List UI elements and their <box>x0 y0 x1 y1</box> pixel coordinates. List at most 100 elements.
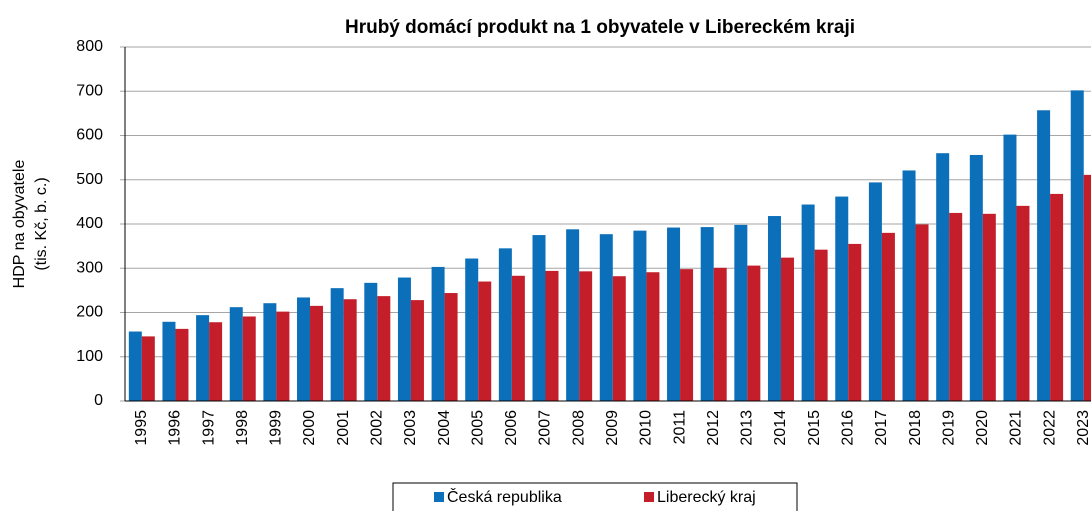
bar <box>612 276 626 401</box>
bar <box>242 316 256 401</box>
y-tick-label: 100 <box>76 348 103 365</box>
bar <box>747 265 761 401</box>
y-tick-label: 0 <box>94 392 103 409</box>
x-tick-label: 2011 <box>671 410 688 445</box>
bar <box>1083 174 1091 401</box>
legend-box <box>392 482 798 511</box>
x-tick-label: 2021 <box>1008 410 1025 446</box>
bar <box>881 232 895 401</box>
bar <box>465 258 479 401</box>
bar <box>377 296 391 401</box>
chart-title: Hrubý domácí produkt na 1 obyvatele v Li… <box>345 17 855 38</box>
bar <box>814 249 828 401</box>
bar <box>410 300 424 401</box>
bar <box>1003 134 1017 402</box>
x-tick-label: 1999 <box>268 410 285 446</box>
bar <box>364 282 378 401</box>
y-tick-label: 500 <box>76 171 103 188</box>
bar <box>848 243 862 401</box>
bar <box>511 275 525 401</box>
bar <box>969 154 983 401</box>
x-tick-label: 2022 <box>1041 410 1058 446</box>
bar <box>343 299 357 401</box>
y-axis-label: (tis. Kč, b. c.) <box>33 177 50 270</box>
bar <box>141 336 155 401</box>
bar <box>397 277 411 401</box>
bar <box>713 267 727 401</box>
y-tick-label: 400 <box>76 215 103 232</box>
bar <box>498 248 512 401</box>
y-tick-label: 800 <box>76 38 103 55</box>
bar <box>835 196 849 401</box>
bar <box>566 229 580 401</box>
x-tick-label: 2023 <box>1075 410 1091 446</box>
x-tick-label: 1995 <box>133 410 150 446</box>
bar <box>667 227 681 401</box>
bar <box>276 311 290 401</box>
bar <box>209 322 223 401</box>
x-tick-label: 2005 <box>469 410 486 446</box>
bar <box>196 315 210 401</box>
x-tick-label: 2012 <box>705 410 722 446</box>
x-tick-label: 2013 <box>739 410 756 446</box>
legend-label: Česká republika <box>447 487 562 506</box>
bar <box>1016 205 1030 401</box>
x-tick-label: 2002 <box>369 410 386 446</box>
bar <box>162 321 176 401</box>
bar <box>1050 193 1064 401</box>
x-tick-label: 1996 <box>167 410 184 446</box>
x-tick-label: 2008 <box>570 410 587 446</box>
x-tick-label: 2001 <box>335 410 352 446</box>
x-tick-label: 2016 <box>839 410 856 446</box>
bar <box>646 272 660 401</box>
x-tick-label: 2004 <box>436 410 453 446</box>
x-tick-label: 2006 <box>503 410 520 446</box>
y-tick-label: 300 <box>76 259 103 276</box>
bar <box>532 235 546 401</box>
x-tick-label: 2015 <box>806 410 823 446</box>
bar <box>229 307 243 401</box>
bar <box>599 234 613 401</box>
bar <box>444 293 458 401</box>
bar <box>801 204 815 401</box>
bar <box>767 216 781 401</box>
bar <box>780 257 794 401</box>
x-tick-label: 2009 <box>604 410 621 446</box>
y-tick-label: 600 <box>76 127 103 144</box>
x-tick-label: 1998 <box>234 410 251 446</box>
x-tick-label: 2017 <box>873 410 890 446</box>
bar <box>680 269 694 401</box>
bar <box>330 288 344 401</box>
bar <box>128 331 142 401</box>
bar <box>915 224 929 401</box>
bar <box>1070 90 1084 402</box>
legend-swatch <box>644 492 654 502</box>
bar <box>734 224 748 401</box>
bar <box>297 297 311 401</box>
x-tick-label: 2007 <box>537 410 554 446</box>
y-axis-label: HDP na obyvatele <box>11 160 28 289</box>
x-tick-label: 2019 <box>940 410 957 446</box>
bar <box>1037 110 1051 401</box>
legend-label: Liberecký kraj <box>657 489 756 506</box>
bar <box>633 230 647 401</box>
x-tick-label: 2014 <box>772 410 789 446</box>
legend-swatch <box>434 492 444 502</box>
bar <box>175 328 189 401</box>
bar <box>868 182 882 401</box>
bar <box>902 170 916 401</box>
x-tick-label: 2010 <box>638 410 655 446</box>
bar <box>545 270 559 401</box>
bar <box>700 227 714 401</box>
x-tick-label: 2003 <box>402 410 419 446</box>
x-tick-label: 1997 <box>200 410 217 446</box>
bar <box>478 281 492 401</box>
x-tick-label: 2020 <box>974 410 991 446</box>
bar <box>310 305 324 401</box>
bar <box>936 153 950 401</box>
x-tick-label: 2000 <box>301 410 318 446</box>
bar <box>579 271 593 401</box>
bar <box>263 303 277 401</box>
bar <box>949 212 963 401</box>
